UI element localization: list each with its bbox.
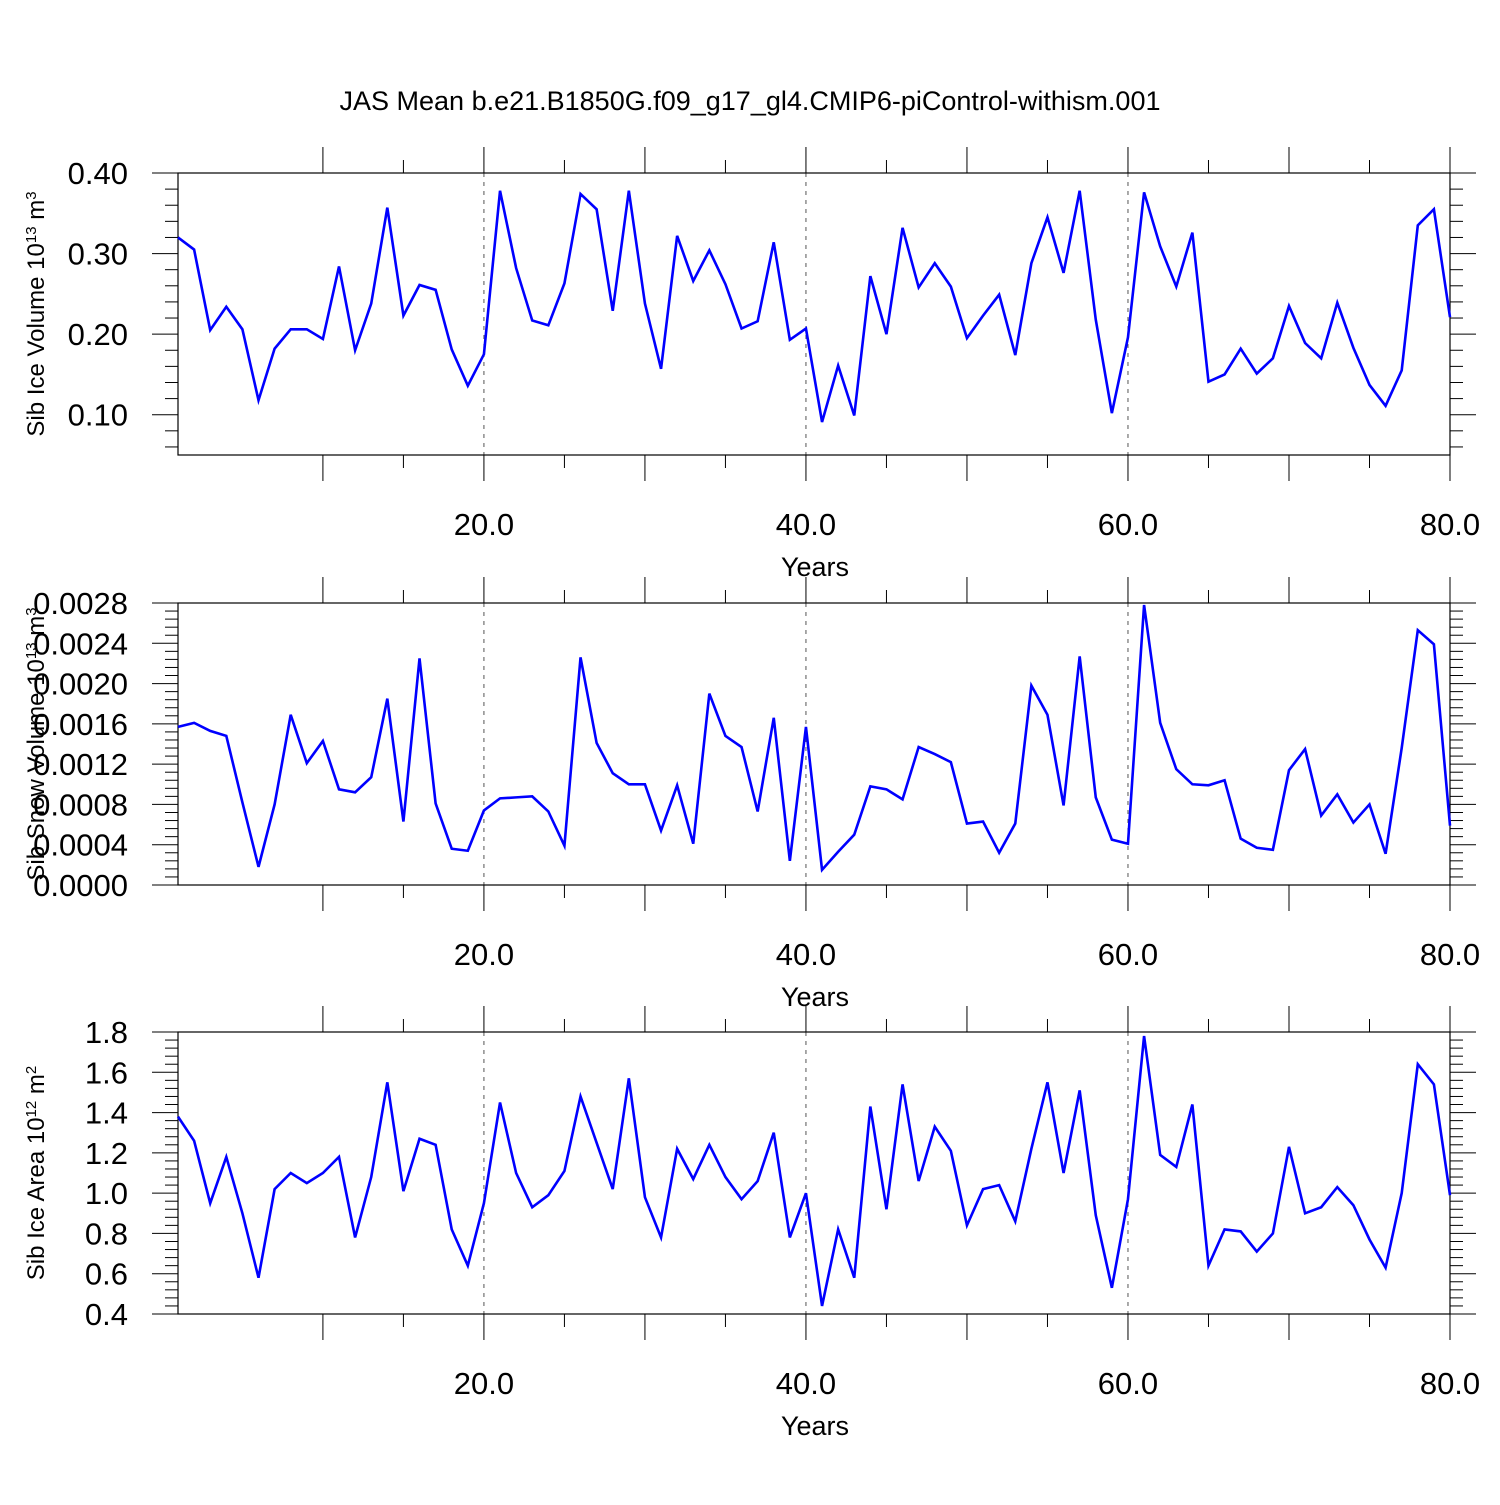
y-label-text: Sib Ice Area 10 xyxy=(23,1117,50,1280)
panel-3: 20.0 40.0 60.0 80.0 Years 0.4 0.6 0.8 1.0 1.2 1.4 1… xyxy=(23,1006,1480,1441)
y-label-unit-exp: 3 xyxy=(23,191,40,199)
y-tick-label: 1.4 xyxy=(85,1096,128,1131)
y-tick-label: 0.6 xyxy=(85,1257,128,1292)
x-axis-label: Years xyxy=(781,1411,849,1441)
y-tick-label: 0.40 xyxy=(68,156,128,191)
y-tick-label: 1.0 xyxy=(85,1176,128,1211)
plot-frame xyxy=(177,602,1451,886)
y-tick-label: 0.0028 xyxy=(33,586,128,621)
y-tick-label: 0.0012 xyxy=(33,747,128,782)
x-tick-label: 20.0 xyxy=(454,937,514,972)
y-label-unit-exp: 3 xyxy=(23,607,40,615)
x-tick-label: 40.0 xyxy=(776,937,836,972)
panel-1: 20.0 40.0 60.0 80.0 Years 0.10 0.20 0.30 0.40 Sib… xyxy=(23,147,1480,582)
y-tick-label: 0.30 xyxy=(68,237,128,272)
y-label-exp: 12 xyxy=(23,1101,40,1118)
y-tick-label: 0.0024 xyxy=(33,626,128,661)
y-label-unit: m xyxy=(23,616,50,643)
y-tick-label: 0.0020 xyxy=(33,667,128,702)
y-tick-label: 1.8 xyxy=(85,1015,128,1050)
y-label-unit-exp: 2 xyxy=(23,1066,40,1074)
y-tick-label: 1.6 xyxy=(85,1055,128,1090)
x-tick-label: 40.0 xyxy=(776,1366,836,1401)
x-tick-label: 80.0 xyxy=(1420,1366,1480,1401)
y-label-unit: m xyxy=(23,200,50,227)
y-tick-label: 0.10 xyxy=(68,398,128,433)
y-tick-label: 0.4 xyxy=(85,1297,128,1332)
y-axis-label: Sib Ice Volume 1013 m3 xyxy=(23,191,51,436)
x-axis-label: Years xyxy=(781,552,849,582)
y-axis-label-group: Sib Snow Volume 1013 m3 xyxy=(23,607,51,880)
series-line-1 xyxy=(176,1035,1452,1307)
x-tick-label: 60.0 xyxy=(1098,937,1158,972)
x-tick-label: 20.0 xyxy=(454,507,514,542)
panels: 20.0 40.0 60.0 80.0 Years 0.10 0.20 0.30 0.40 Sib… xyxy=(23,147,1480,1441)
y-tick-label: 0.0000 xyxy=(33,868,128,903)
y-tick-label: 0.20 xyxy=(68,317,128,352)
x-tick-label: 60.0 xyxy=(1098,507,1158,542)
x-axis-label: Years xyxy=(781,982,849,1012)
x-tick-label: 80.0 xyxy=(1420,937,1480,972)
y-tick-label: 0.0008 xyxy=(33,787,128,822)
y-tick-label: 0.8 xyxy=(85,1216,128,1251)
y-label-text: Sib Snow Volume 10 xyxy=(23,659,50,880)
chart-title: JAS Mean b.e21.B1850G.f09_g17_gl4.CMIP6-… xyxy=(340,86,1161,116)
y-axis-label: Sib Ice Area 1012 m2 xyxy=(23,1066,51,1280)
series-line-1 xyxy=(177,190,1452,423)
y-label-unit: m xyxy=(23,1074,50,1101)
x-tick-label: 20.0 xyxy=(454,1366,514,1401)
y-label-text: Sib Ice Volume 10 xyxy=(23,243,50,436)
x-tick-label: 60.0 xyxy=(1098,1366,1158,1401)
y-tick-label: 1.2 xyxy=(85,1136,128,1171)
x-tick-label: 40.0 xyxy=(776,507,836,542)
panel-2: 20.0 40.0 60.0 80.0 Years 0.0000 0.0004 0.0008 0… xyxy=(23,577,1480,1012)
y-tick-label: 0.0004 xyxy=(33,828,128,863)
plot-frame xyxy=(177,1031,1451,1315)
y-label-exp: 13 xyxy=(23,642,40,659)
y-label-exp: 13 xyxy=(23,226,40,243)
x-tick-label: 80.0 xyxy=(1420,507,1480,542)
y-tick-label: 0.0016 xyxy=(33,707,128,742)
series-line-1 xyxy=(177,604,1452,873)
y-axis-label: Sib Snow Volume 1013 m3 xyxy=(23,607,51,880)
